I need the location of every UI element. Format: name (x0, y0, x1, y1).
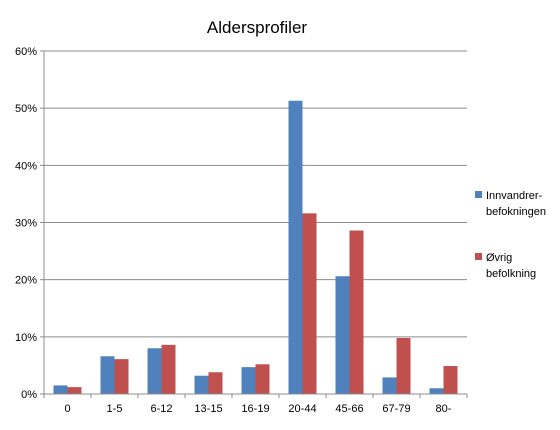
bar-ovrig (161, 344, 176, 394)
legend: Innvandrer-befokningen Øvrig befolkning (475, 190, 546, 280)
bar-ovrig (114, 359, 129, 394)
bar-ovrig (255, 364, 270, 394)
bar-ovrig (67, 387, 82, 394)
bar-innvandrer (147, 348, 162, 394)
gridlines (44, 50, 467, 338)
x-tick-label: 6-12 (150, 403, 172, 415)
chart-title: Aldersprofiler (207, 18, 307, 37)
bar-innvandrer (53, 385, 68, 394)
bar-innvandrer (429, 388, 444, 394)
legend-label: Øvrig (486, 252, 512, 264)
bar-ovrig (443, 365, 458, 394)
y-tick-label: 30% (15, 218, 37, 230)
legend-swatch (475, 191, 482, 198)
bars (53, 100, 458, 395)
x-tick-label: 16-19 (241, 403, 269, 415)
bar-innvandrer (194, 375, 209, 394)
x-tick-label: 80- (436, 403, 452, 415)
x-tick-label: 67-79 (382, 403, 410, 415)
legend-swatch (475, 253, 482, 260)
bar-innvandrer (100, 356, 115, 394)
y-axis: 0% 10% 20% 30% 40% 50% 60% (15, 46, 45, 401)
bar-ovrig (349, 230, 364, 394)
legend-label: Innvandrer- (486, 190, 543, 202)
y-tick-label: 60% (15, 46, 37, 58)
legend-label: befolkning (486, 268, 536, 280)
x-tick-label: 0 (64, 403, 70, 415)
bar-innvandrer (382, 377, 397, 394)
bar-ovrig (208, 372, 223, 394)
bar-ovrig (302, 213, 317, 394)
y-tick-label: 50% (15, 103, 37, 115)
y-tick-label: 20% (15, 275, 37, 287)
x-tick-label: 45-66 (335, 403, 363, 415)
x-axis: 0 1-5 6-12 13-15 16-19 20-44 45-66 67-79 80- (43, 393, 468, 415)
x-tick-label: 1-5 (107, 403, 123, 415)
y-tick-label: 0% (21, 389, 37, 401)
y-tick-label: 10% (15, 332, 37, 344)
bar-innvandrer (241, 367, 256, 394)
bar-innvandrer (335, 276, 350, 394)
legend-label: befokningen (486, 206, 546, 218)
x-tick-label: 20-44 (288, 403, 316, 415)
bar-innvandrer (288, 100, 303, 395)
x-tick-label: 13-15 (194, 403, 222, 415)
bar-ovrig (396, 337, 411, 394)
y-tick-label: 40% (15, 160, 37, 172)
